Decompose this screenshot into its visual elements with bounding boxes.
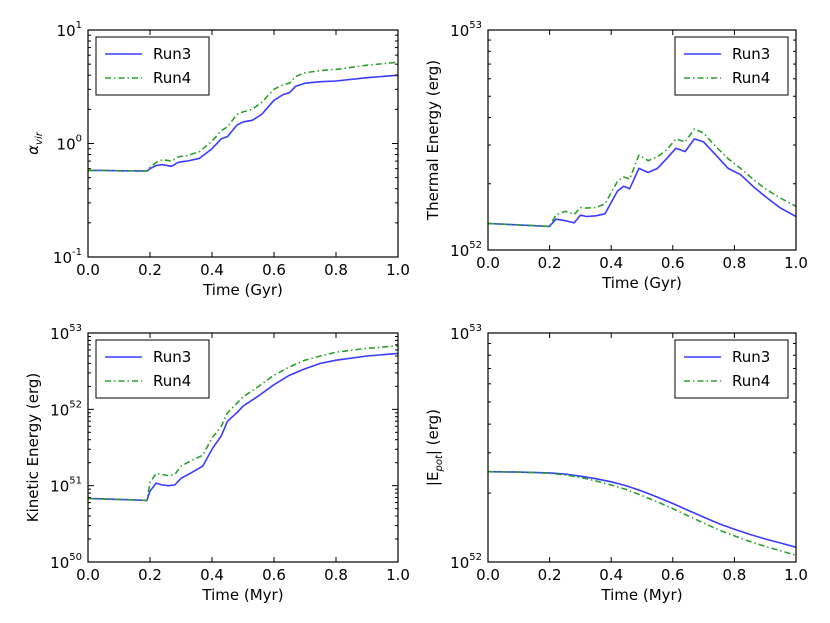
y-tick-label: 10-1 <box>53 247 82 267</box>
x-tick-label: 0.8 <box>722 566 746 584</box>
y-tick-label: 1052 <box>50 399 82 419</box>
x-axis-label: Time (Myr) <box>600 586 682 604</box>
x-tick-label: 0.6 <box>661 254 685 272</box>
y-tick-label: 101 <box>57 20 82 40</box>
legend-label-run4: Run4 <box>153 69 191 87</box>
x-tick-label: 0.4 <box>200 566 224 584</box>
legend-box <box>674 339 789 399</box>
x-tick-label: 0.6 <box>262 261 286 279</box>
legend-box <box>95 339 210 399</box>
y-tick-label: 1051 <box>50 476 82 496</box>
y-tick-label: 1052 <box>450 240 482 260</box>
x-tick-label: 0.4 <box>599 254 623 272</box>
x-tick-label: 0.0 <box>76 261 100 279</box>
panel-kinetic-energy: 0.0 0.2 0.4 0.6 0.8 1.0 1050 1051 1052 1053 Time (… <box>24 323 410 604</box>
x-axis-label: Time (Gyr) <box>601 274 682 292</box>
legend-box <box>95 36 210 96</box>
x-axis-label: Time (Myr) <box>201 586 283 604</box>
panel-thermal-energy: 0.0 0.2 0.4 0.6 0.8 1.0 1052 1053 Time (Gyr) Ther… <box>424 20 808 292</box>
x-tick-label: 0.4 <box>200 261 224 279</box>
panel-potential-energy: 0.0 0.2 0.4 0.6 0.8 1.0 1052 1053 Time (Myr) |Epo… <box>424 323 808 604</box>
legend-label-run3: Run3 <box>732 348 770 366</box>
legend: Run3 Run4 <box>95 36 210 96</box>
panel-alpha-vir: 0.0 0.2 0.4 0.6 0.8 1.0 10-1 100 101 Time (Gyr) αv… <box>24 20 410 299</box>
legend-label-run4: Run4 <box>732 372 770 390</box>
x-tick-label: 0.8 <box>324 566 348 584</box>
x-tick-label: 0.6 <box>262 566 286 584</box>
y-tick-label: 100 <box>57 134 82 154</box>
x-tick-label: 0.4 <box>599 566 623 584</box>
y-tick-label: 1050 <box>50 552 82 572</box>
legend: Run3 Run4 <box>674 36 789 96</box>
legend-label-run4: Run4 <box>153 372 191 390</box>
axes-frame <box>87 332 399 563</box>
legend-label-run3: Run3 <box>153 45 191 63</box>
legend-label-run3: Run3 <box>153 348 191 366</box>
x-tick-label: 0.2 <box>538 254 562 272</box>
series-line-run3 <box>488 138 796 228</box>
series-line-run3 <box>88 74 398 172</box>
x-axis-label: Time (Gyr) <box>202 281 283 299</box>
series-line-run4 <box>88 345 398 502</box>
x-tick-label: 0.2 <box>138 566 162 584</box>
series-line-run4 <box>488 128 796 228</box>
y-tick-label: 1053 <box>450 20 482 40</box>
legend-label-run3: Run3 <box>732 45 770 63</box>
axes-frame <box>487 332 797 563</box>
y-axis-label: |Epot| (erg) <box>424 409 445 486</box>
legend-box <box>674 36 789 96</box>
series-line-run3 <box>88 352 398 502</box>
y-tick-label: 1053 <box>50 323 82 343</box>
x-tick-label: 0.0 <box>476 566 500 584</box>
x-tick-label: 0.8 <box>722 254 746 272</box>
y-tick-label: 1053 <box>450 323 482 343</box>
x-tick-label: 1.0 <box>386 261 410 279</box>
axes-frame <box>487 29 797 251</box>
series-line-run4 <box>88 61 398 172</box>
y-axis-label: αvir <box>24 131 45 155</box>
x-tick-label: 1.0 <box>386 566 410 584</box>
legend: Run3 Run4 <box>674 339 789 399</box>
y-tick-label: 1052 <box>450 552 482 572</box>
legend-label-run4: Run4 <box>732 69 770 87</box>
x-tick-label: 0.0 <box>76 566 100 584</box>
series-line-run4 <box>488 470 796 557</box>
x-tick-label: 0.2 <box>538 566 562 584</box>
y-axis-label: Thermal Energy (erg) <box>424 60 442 221</box>
y-axis-label: Kinetic Energy (erg) <box>24 373 42 522</box>
x-tick-label: 1.0 <box>784 254 808 272</box>
x-tick-label: 0.6 <box>661 566 685 584</box>
legend: Run3 Run4 <box>95 339 210 399</box>
x-tick-label: 0.8 <box>324 261 348 279</box>
x-tick-label: 0.0 <box>476 254 500 272</box>
series-line-run3 <box>488 470 796 548</box>
x-tick-label: 0.2 <box>138 261 162 279</box>
x-tick-label: 1.0 <box>784 566 808 584</box>
